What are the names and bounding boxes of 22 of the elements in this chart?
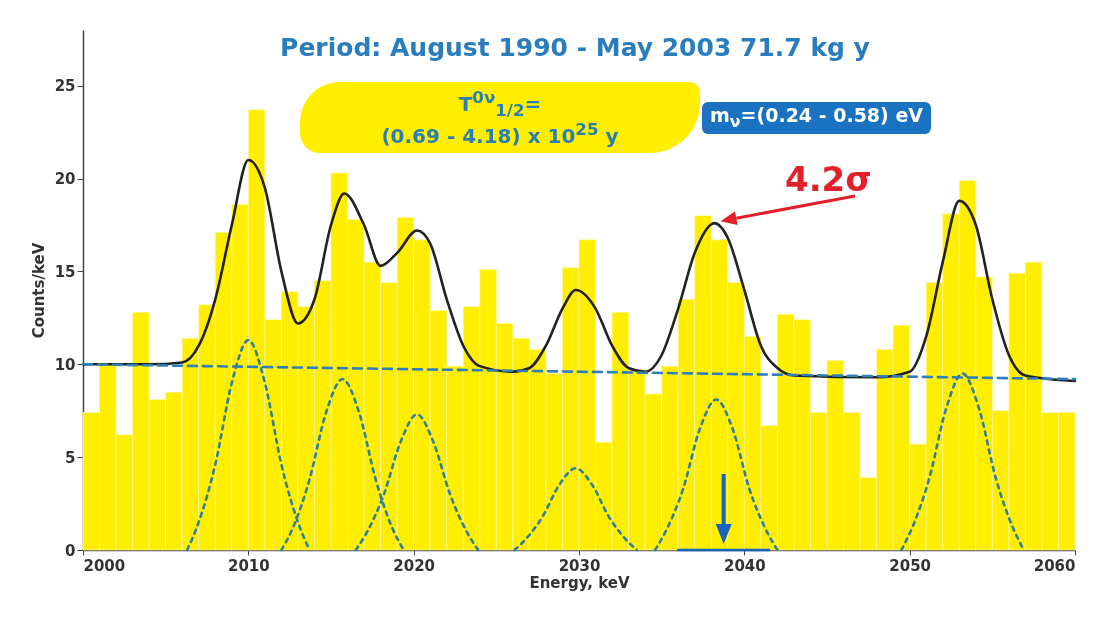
label-box: m$_{ν}$=(0.24 - 0.58) eV	[702, 102, 931, 134]
y-tick-label: 20	[54, 170, 76, 189]
x-tick-label: 2000	[83, 556, 126, 575]
annotation: 4.2σ	[785, 159, 872, 200]
y-tick-label: 25	[54, 77, 76, 96]
speech-bubble: T$^{0ν}$$_{1/2}$= (0.69 - 4.18) x 10$^{25}$ y	[300, 82, 700, 154]
y-tick-label: 15	[54, 262, 76, 281]
line-series	[513, 466, 639, 552]
x-tick-label: 2040	[723, 556, 766, 575]
x-tick-label: 2030	[558, 556, 601, 575]
line-series	[900, 372, 1026, 552]
line-series	[653, 398, 779, 552]
x-tick-label: 2010	[227, 556, 270, 575]
x-tick-label: 2020	[393, 556, 436, 575]
chart-title: Period: August 1990 - May 2003 71.7 kg y	[279, 33, 871, 63]
y-axis-title: Counts/keV	[29, 242, 48, 339]
x-tick-label: 2060	[1033, 556, 1076, 575]
y-tick-label: 5	[65, 448, 76, 467]
x-axis-title: Energy, keV	[529, 573, 630, 592]
x-tick-label: 2050	[889, 556, 932, 575]
y-tick-label: 0	[65, 541, 76, 560]
y-tick-label: 10	[54, 355, 76, 374]
